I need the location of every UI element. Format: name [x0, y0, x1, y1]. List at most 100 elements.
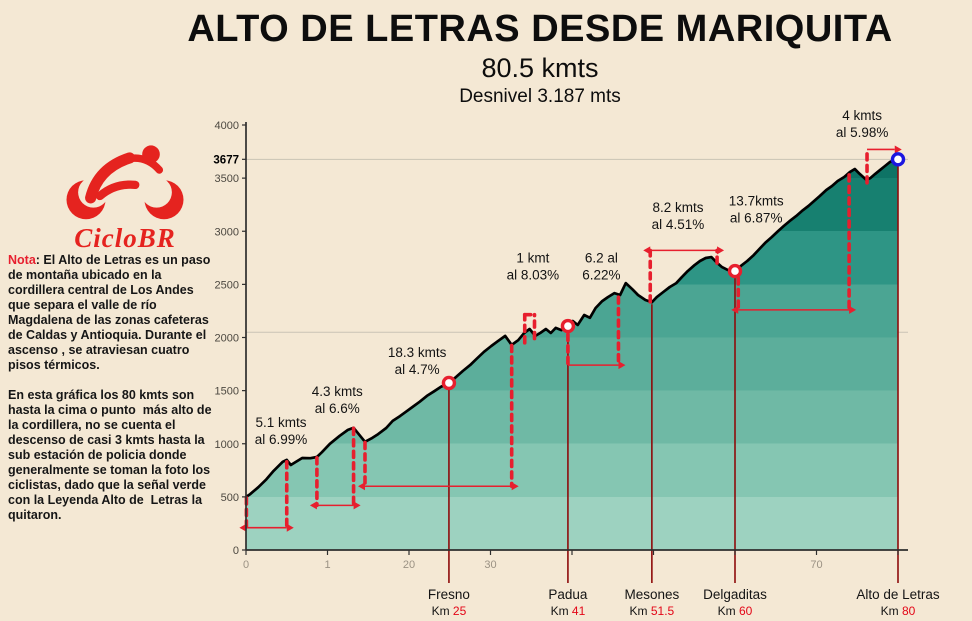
x-tick-label: 30 — [484, 559, 496, 571]
town-km-value: 80 — [902, 604, 916, 618]
bracket-arrowhead — [286, 523, 294, 532]
x-tick-label: 20 — [403, 559, 415, 571]
segment-length: 1 kmt — [516, 250, 549, 265]
segment-length: 6.2 al — [585, 250, 618, 265]
segment-bracket — [731, 173, 857, 314]
town-km: Km 80 — [881, 604, 916, 618]
town-name: Fresno — [428, 587, 470, 602]
segment-label: 18.3 kmts al 4.7% — [388, 345, 447, 377]
y-tick-label: 1500 — [215, 386, 239, 398]
segment-length: 13.7kmts — [729, 194, 784, 209]
bracket-arrowhead — [239, 523, 247, 532]
town-km-prefix: Km — [881, 604, 902, 618]
elevation-area — [246, 159, 898, 551]
town-km-prefix: Km — [718, 604, 739, 618]
page-title: ALTO DE LETRAS DESDE MARIQUITA — [187, 8, 893, 50]
bracket-arrowhead — [643, 246, 651, 255]
town-km-prefix: Km — [432, 604, 453, 618]
profile-area — [246, 159, 898, 551]
segment-grade: 6.22% — [582, 267, 620, 282]
segment-label: 4 kmts al 5.98% — [836, 108, 889, 140]
segment-label: 1 kmt al 8.03% — [507, 250, 560, 282]
segment-length: 8.2 kmts — [652, 200, 703, 215]
segment-length: 4.3 kmts — [312, 384, 363, 399]
profile-line — [245, 157, 899, 499]
town-km-value: 60 — [739, 604, 753, 618]
y-tick-label: 2000 — [215, 333, 239, 345]
segment-grade: al 5.98% — [836, 125, 889, 140]
segment-grade: al 6.99% — [255, 432, 308, 447]
town-km-value: 25 — [453, 604, 467, 618]
bracket-arrowhead — [849, 305, 857, 314]
bracket-arrowhead — [353, 501, 361, 510]
total-distance: 80.5 kmts — [481, 53, 599, 83]
town-km: Km 60 — [718, 604, 753, 618]
y-tick-label: 3500 — [215, 173, 239, 185]
segment-label: 6.2 al 6.22% — [582, 250, 620, 282]
town-km: Km 25 — [432, 604, 467, 618]
town-marker — [560, 318, 576, 334]
ciclobr-logo-text: CicloBR — [74, 223, 176, 253]
town-km-prefix: Km — [551, 604, 572, 618]
bracket-arrowhead — [894, 145, 902, 154]
note-paragraph-1: Nota: El Alto de Letras es un paso de mo… — [8, 253, 240, 373]
town-km: Km 41 — [551, 604, 586, 618]
segment-grade: al 4.51% — [652, 217, 705, 232]
point-markers — [441, 152, 906, 391]
segment-bracket — [357, 343, 519, 491]
y-tick-label: 3000 — [215, 226, 239, 238]
segment-grade: al 6.87% — [730, 211, 783, 226]
note-block: Nota: El Alto de Letras es un paso de mo… — [8, 253, 240, 538]
segment-bracket — [566, 295, 626, 370]
note-paragraph-1-text: : El Alto de Letras es un paso de montañ… — [8, 253, 211, 372]
town-name: Mesones — [624, 587, 679, 602]
x-tick-label: 70 — [810, 559, 822, 571]
x-tick-label: 0 — [243, 559, 249, 571]
bracket-arrowhead — [511, 482, 519, 491]
note-paragraph-2: En esta gráfica los 80 kmts son hasta la… — [8, 388, 212, 522]
town-name: Alto de Letras — [856, 587, 940, 602]
y-tick-label: 3677 — [213, 154, 239, 166]
bracket-arrowhead — [309, 501, 317, 510]
town-km-prefix: Km — [630, 604, 651, 618]
segment-label: 8.2 kmts al 4.51% — [652, 200, 705, 232]
bracket-arrowhead — [357, 482, 365, 491]
y-tick-label: 500 — [221, 492, 239, 504]
segment-brackets — [239, 145, 902, 532]
elevation-gain: Desnivel 3.187 mts — [459, 86, 621, 107]
elevation-line — [245, 157, 899, 499]
bracket-arrowhead — [618, 361, 626, 370]
town-km-value: 51.5 — [651, 604, 675, 618]
cyclist-icon — [66, 145, 184, 220]
segment-grade: al 8.03% — [507, 267, 560, 282]
x-tick-label: 1 — [324, 559, 330, 571]
segment-bracket — [865, 145, 902, 185]
y-tick-label: 0 — [233, 545, 239, 557]
town-marker — [441, 375, 457, 391]
bracket-arrowhead — [717, 246, 725, 255]
town-name: Padua — [548, 587, 588, 602]
bracket-arrowhead — [731, 305, 739, 314]
y-tick-label: 4000 — [215, 120, 239, 132]
segment-bracket — [309, 426, 361, 510]
chart-labels: Fresno Km 25 Padua Km 41 Mesones Km 51.5 Delga… — [213, 108, 939, 618]
segment-bracket — [643, 246, 725, 304]
town-marker — [727, 263, 743, 279]
segment-grade: al 4.7% — [395, 362, 440, 377]
summit-marker — [890, 152, 906, 167]
segment-length: 18.3 kmts — [388, 345, 447, 360]
segment-length: 4 kmts — [842, 108, 882, 123]
segment-label: 13.7kmts al 6.87% — [729, 194, 784, 226]
segment-bracket — [522, 312, 537, 345]
segment-length: 5.1 kmts — [256, 415, 307, 430]
town-name: Delgaditas — [703, 587, 767, 602]
segment-label: 5.1 kmts al 6.99% — [255, 415, 308, 447]
segment-grade: al 6.6% — [315, 401, 360, 416]
note-label: Nota — [8, 253, 36, 267]
y-tick-label: 1000 — [215, 439, 239, 451]
ciclobr-logo: CicloBR — [50, 144, 200, 254]
axes — [242, 122, 908, 555]
segment-label: 4.3 kmts al 6.6% — [312, 384, 363, 416]
